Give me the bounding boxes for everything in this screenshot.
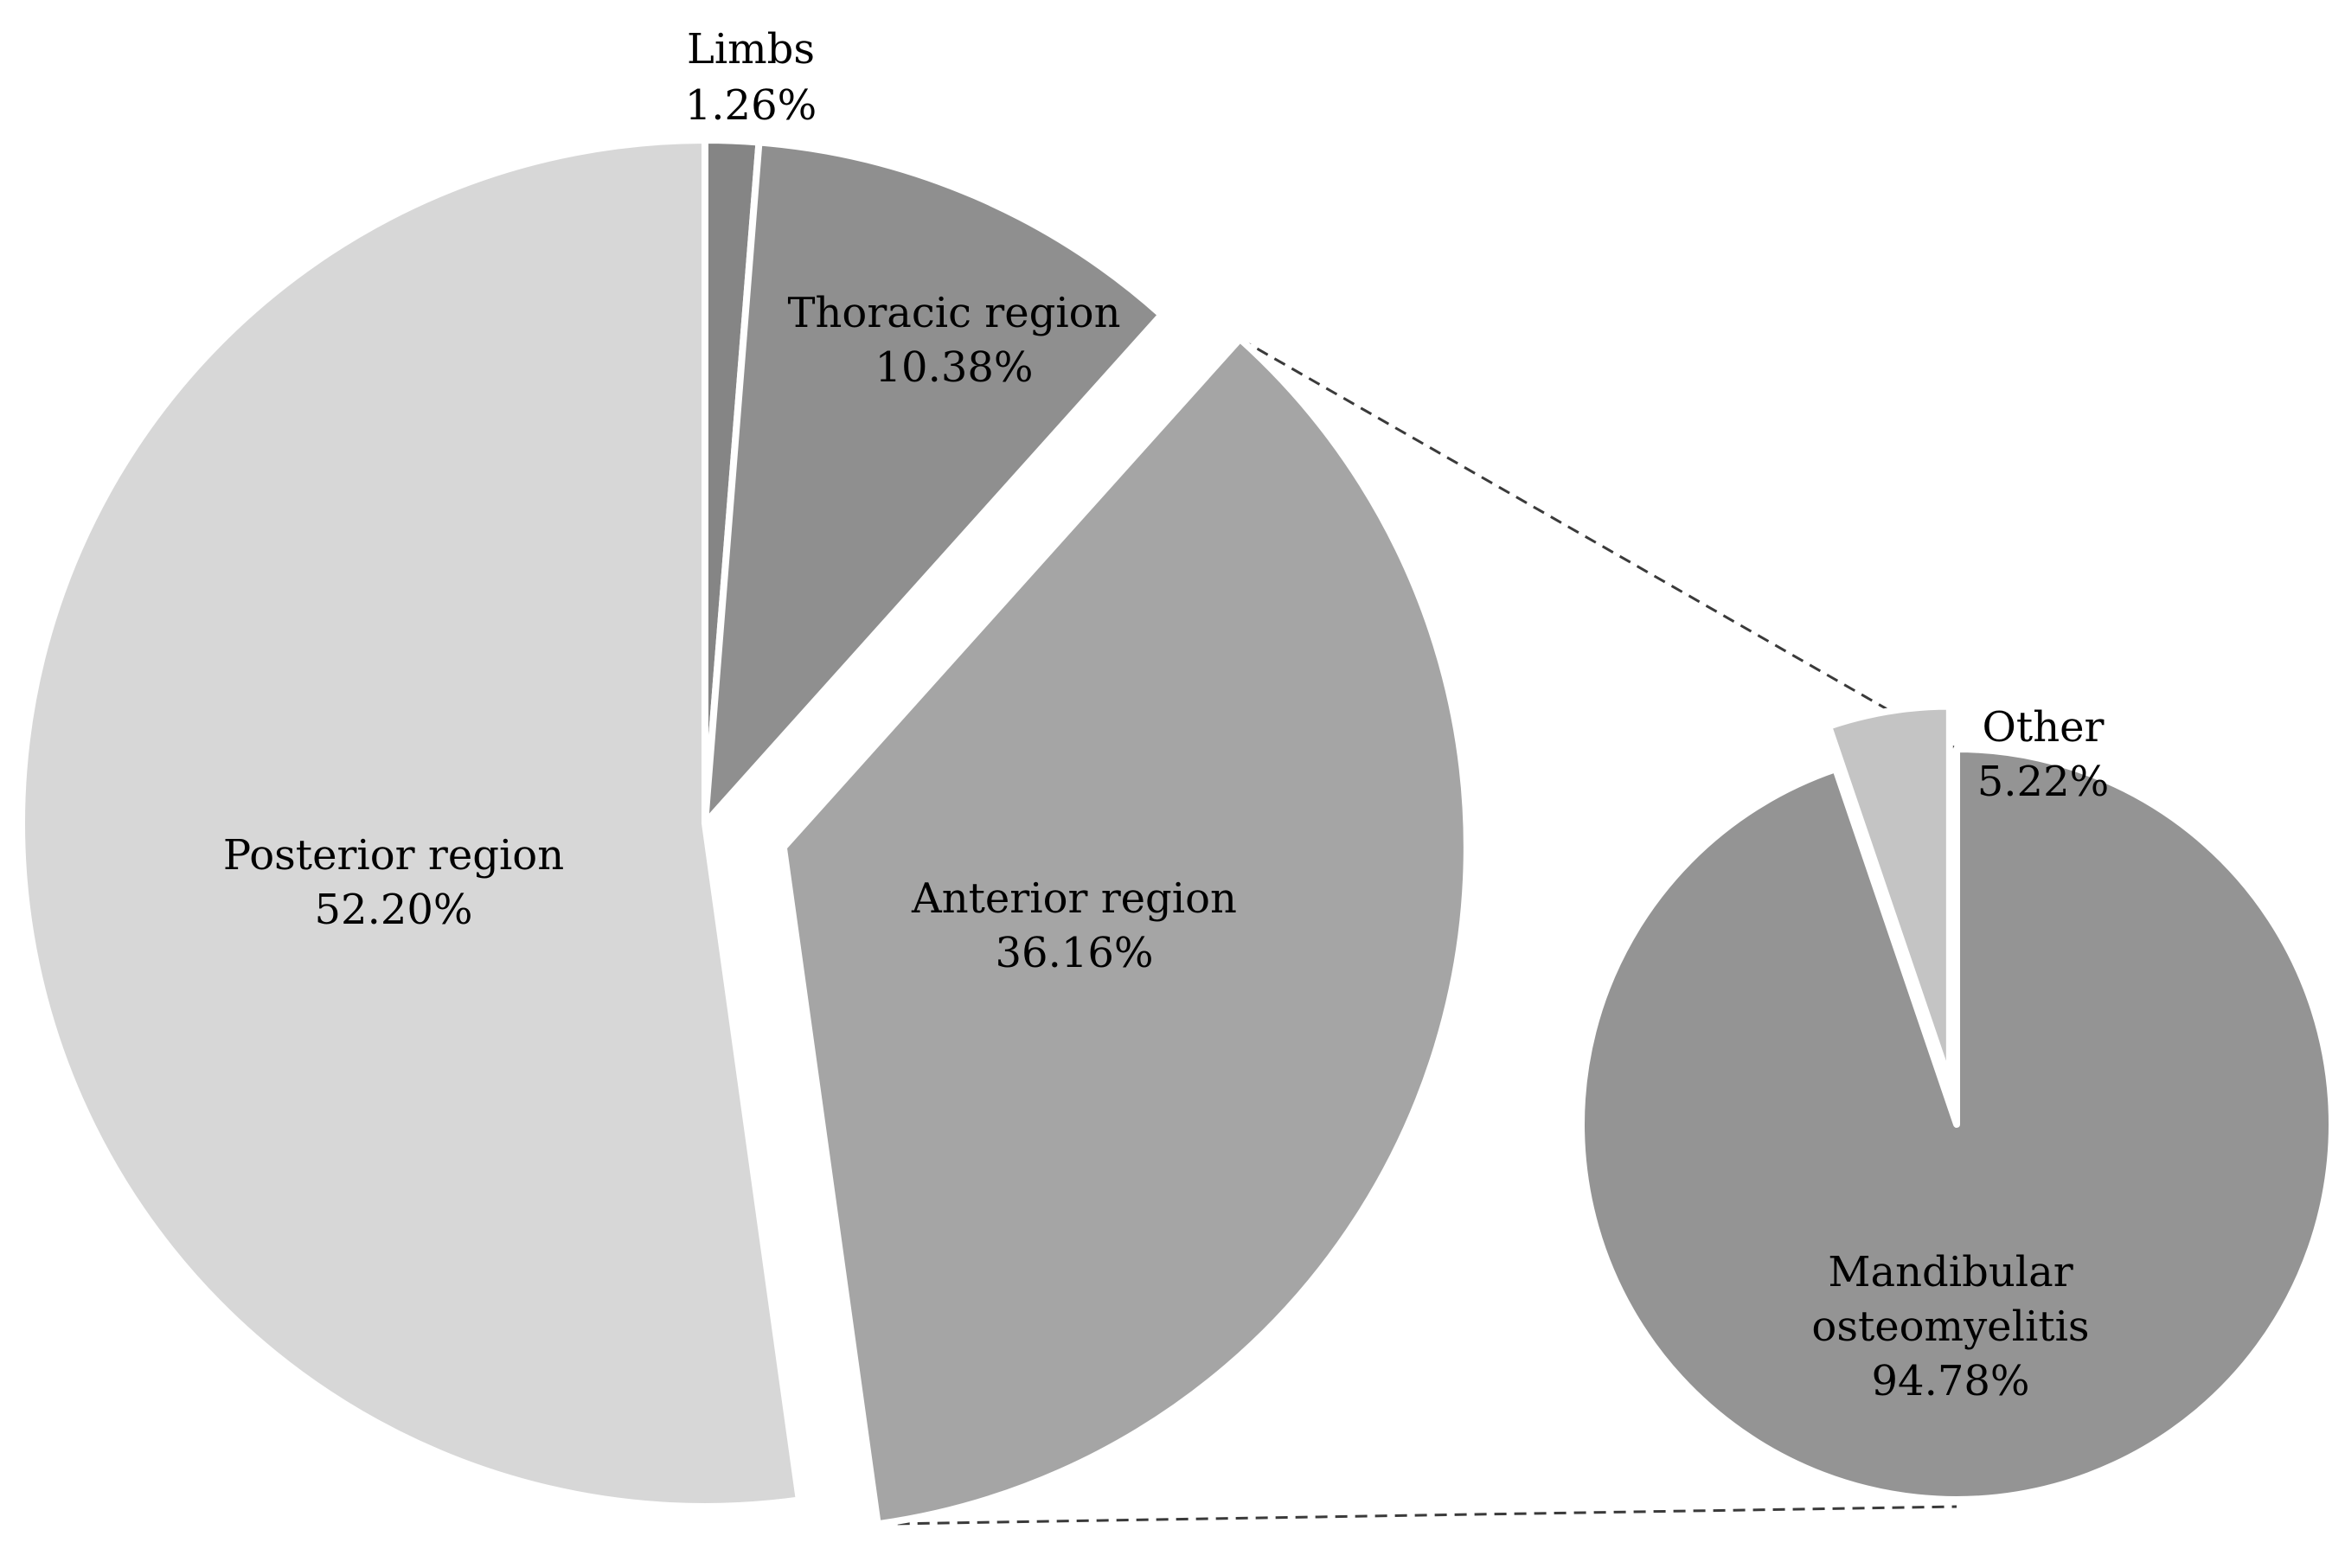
label-posterior-name: Posterior region [223, 831, 564, 880]
slice-labels: Limbs 1.26% Thoracic region 10.38% Anter… [223, 25, 2109, 1405]
pie-slice-other [1825, 702, 1953, 1085]
label-thoracic-name: Thoracic region [787, 289, 1120, 337]
label-anterior-name: Anterior region [911, 874, 1237, 923]
connector-line-top [1239, 337, 1957, 751]
detail-pie [1578, 702, 2335, 1503]
label-anterior-value: 36.16% [995, 929, 1153, 977]
label-posterior-value: 52.20% [314, 886, 472, 934]
label-mandibular-value: 94.78% [1871, 1357, 2029, 1405]
label-other-name: Other [1983, 703, 2105, 752]
pie-slice-anterior-region [779, 335, 1470, 1528]
pie-slice-thoracic-region [702, 138, 1165, 827]
pie-slice-mandibular-osteomyelitis [1578, 746, 2335, 1503]
connector-line-bottom [877, 1505, 1957, 1526]
label-thoracic-value: 10.38% [875, 343, 1033, 392]
pie-slice-posterior-region [17, 137, 803, 1510]
label-limbs-name: Limbs [687, 25, 815, 74]
label-mandibular-name-line1: Mandibular [1828, 1248, 2073, 1296]
label-limbs-value: 1.26% [685, 81, 817, 130]
label-other-value: 5.22% [1977, 758, 2109, 806]
label-mandibular-name-line2: osteomyelitis [1811, 1302, 2089, 1351]
main-pie [17, 137, 1470, 1528]
connector-lines [877, 337, 1957, 1526]
